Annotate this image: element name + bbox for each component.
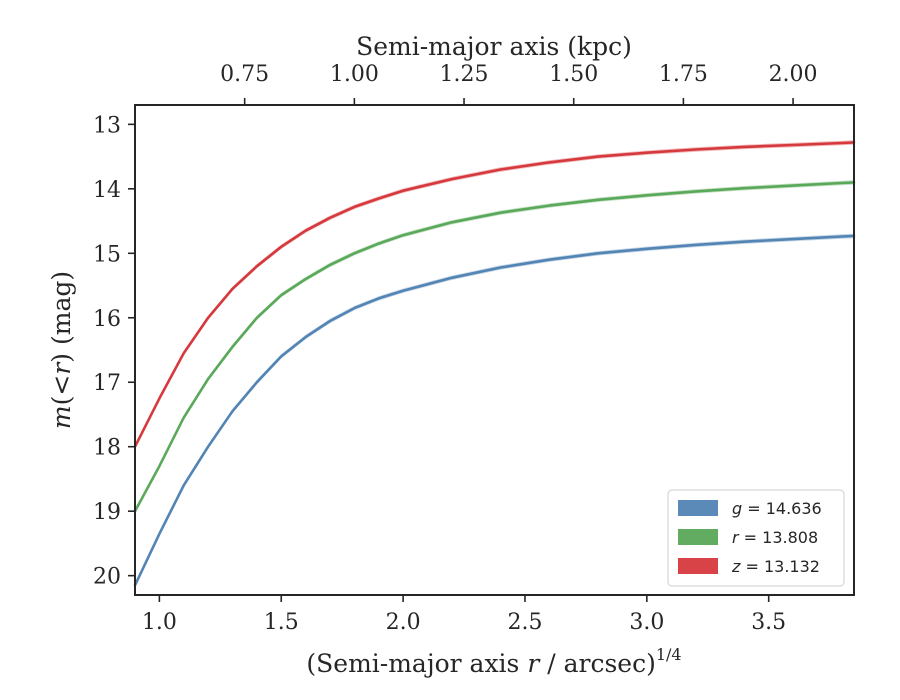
- y-tick-label: 15: [93, 242, 121, 267]
- y-tick-label: 18: [93, 436, 121, 461]
- plot-frame: [134, 104, 855, 596]
- top-x-axis-label: Semi-major axis (kpc): [356, 32, 632, 61]
- y-tick-label: 19: [93, 500, 121, 525]
- top-x-tick-label: 2.00: [769, 62, 818, 87]
- legend: g = 14.636 r = 13.808 z = 13.132: [667, 489, 845, 587]
- x-tick-label: 2.5: [507, 610, 542, 635]
- left-y-ticks: 13 14 15 16 17 18 19 20: [93, 113, 135, 590]
- y-tick-label: 16: [93, 307, 121, 332]
- series-layer: [133, 140, 856, 588]
- top-x-tick-label: 0.75: [220, 62, 269, 87]
- top-x-tick-label: 1.75: [659, 62, 708, 87]
- legend-swatch-z: [678, 558, 718, 574]
- bottom-x-ticks: 1.0 1.5 2.0 2.5 3.0 3.5: [142, 595, 786, 635]
- x-tick-label: 1.5: [264, 610, 299, 635]
- legend-label-z: z = 13.132: [731, 557, 820, 576]
- top-x-ticks: 0.75 1.00 1.25 1.50 1.75 2.00: [220, 62, 818, 105]
- series-line-r: [133, 181, 856, 513]
- top-x-tick-label: 1.25: [440, 62, 489, 87]
- series-band-r: [135, 180, 854, 514]
- series-line-z: [133, 141, 856, 448]
- y-tick-label: 14: [93, 178, 121, 203]
- y-tick-label: 13: [93, 113, 121, 138]
- legend-swatch-g: [678, 500, 718, 516]
- y-axis-label: m(<r) (mag): [47, 271, 76, 429]
- y-tick-label: 17: [93, 371, 121, 396]
- x-tick-label: 1.0: [142, 610, 177, 635]
- legend-swatch-r: [678, 529, 718, 545]
- series-line-g: [133, 234, 856, 587]
- y-tick-label: 20: [93, 565, 121, 590]
- x-tick-label: 2.0: [386, 610, 421, 635]
- legend-label-r: r = 13.808: [732, 528, 818, 547]
- x-tick-label: 3.0: [629, 610, 664, 635]
- top-x-tick-label: 1.50: [549, 62, 598, 87]
- legend-label-g: g = 14.636: [732, 499, 822, 518]
- x-axis-label: (Semi-major axis r / arcsec)1/4: [306, 645, 681, 678]
- top-x-tick-label: 1.00: [330, 62, 379, 87]
- x-tick-label: 3.5: [751, 610, 786, 635]
